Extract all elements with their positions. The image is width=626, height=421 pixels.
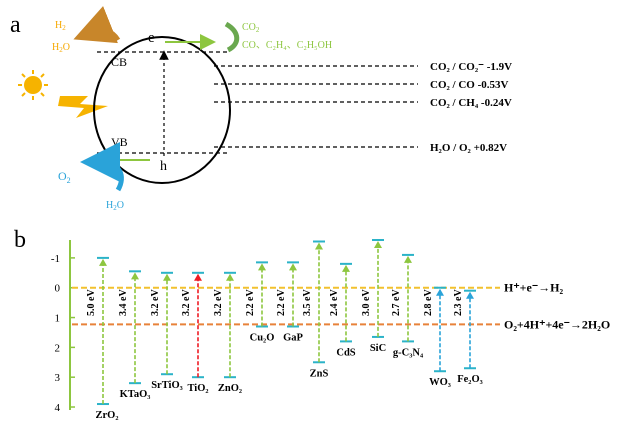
y-tick-label: 0	[55, 283, 61, 295]
band-gap-label: 3.0 eV	[361, 289, 372, 316]
potential-label: CO₂ / CO -0.53V	[430, 79, 509, 91]
material-label: CdS	[336, 347, 355, 358]
h2-evolution-arrow	[73, 6, 121, 44]
co2-in-label: CO2	[242, 22, 260, 34]
material-label: WO₃	[429, 377, 451, 388]
band-gap-label: 2.3 eV	[453, 289, 464, 316]
gap-arrowhead	[436, 288, 444, 296]
co2-reduction-arrow	[224, 21, 240, 53]
band-gap-label: 2.4 eV	[329, 289, 340, 316]
material-label: SiC	[370, 343, 386, 354]
vb-label: VB	[111, 135, 128, 149]
gap-arrowhead	[289, 263, 297, 271]
potential-label: CO₂ / CH₄ -0.24V	[430, 97, 512, 109]
potential-label: H₂O / O₂ +0.82V	[430, 142, 507, 154]
band-edge-chart: -1 0 1 2 3 4 H⁺+e⁻→H₂ O₂+4H⁺+4e⁻→2H₂O 5.0 eV ZrO₂…	[51, 239, 610, 421]
y-tick-label: 4	[55, 402, 61, 414]
light-bolt-icon	[58, 96, 108, 118]
semiconductor-particle	[93, 36, 231, 184]
o2-evolution-arrow	[80, 142, 124, 192]
material-label: ZnS	[310, 368, 329, 379]
potential-label: CO₂ / CO₂⁻ -1.9V	[430, 61, 512, 73]
gap-arrowhead	[342, 264, 350, 272]
o2-label: O2	[58, 169, 71, 185]
band-gap-label: 3.2 eV	[150, 289, 161, 316]
y-tick-label: 1	[55, 313, 61, 325]
gap-arrowhead	[226, 273, 234, 281]
band-gap-label: 3.2 eV	[213, 289, 224, 316]
potential-lines: CO₂ / CO₂⁻ -1.9V CO₂ / CO -0.53V CO₂ / CH₄…	[214, 61, 512, 154]
gap-arrowhead	[99, 258, 107, 266]
reference-label: H⁺+e⁻→H₂	[504, 281, 564, 295]
cb-label: CB	[111, 55, 127, 69]
gap-arrowhead	[258, 263, 266, 271]
band-gap-label: 2.8 eV	[423, 289, 434, 316]
gap-arrowhead	[194, 273, 202, 281]
products-label: CO、C₂H₄、C₂H₅OH	[242, 40, 332, 51]
h2o-bottom-label: H2O	[106, 200, 124, 212]
band-gap-label: 2.7 eV	[391, 289, 402, 316]
band-gap-label: 2.2 eV	[245, 289, 256, 316]
material-label: g-C₃N₄	[393, 347, 424, 358]
material-label: TiO₂	[187, 383, 208, 394]
gap-arrowhead	[374, 241, 382, 248]
material-label: ZnO₂	[218, 383, 242, 394]
band-gap-label: 5.0 eV	[86, 289, 97, 316]
material-label: Fe₂O₃	[457, 374, 483, 385]
gap-arrowhead	[466, 291, 474, 299]
material-label: GaP	[283, 332, 303, 343]
band-gap-label: 3.5 eV	[302, 289, 313, 316]
gap-arrowhead	[315, 242, 323, 250]
h2-label: H2	[55, 20, 66, 32]
reference-label: O₂+4H⁺+4e⁻→2H₂O	[504, 317, 610, 331]
material-label: KTaO₃	[120, 389, 151, 400]
gap-arrowhead	[163, 273, 171, 281]
material-label: SrTiO₃	[151, 380, 183, 391]
h2o-top-label: H2O	[52, 42, 70, 54]
band-gap-label: 3.2 eV	[181, 289, 192, 316]
hole-label: h	[160, 159, 167, 174]
panel-b-label: b	[14, 227, 26, 253]
sun-icon	[18, 70, 48, 100]
panel-a-label: a	[10, 12, 21, 38]
gap-arrowhead	[131, 272, 139, 280]
material-label: ZrO₂	[96, 410, 119, 421]
band-gap-label: 3.4 eV	[118, 289, 129, 316]
electron-label: e	[148, 30, 155, 46]
y-tick-label: 3	[55, 372, 61, 384]
material-label: Cu₂O	[250, 332, 275, 343]
gap-arrowhead	[404, 255, 412, 263]
band-gap-label: 2.2 eV	[276, 289, 287, 316]
y-tick-label: -1	[51, 253, 60, 265]
y-tick-label: 2	[55, 342, 61, 354]
